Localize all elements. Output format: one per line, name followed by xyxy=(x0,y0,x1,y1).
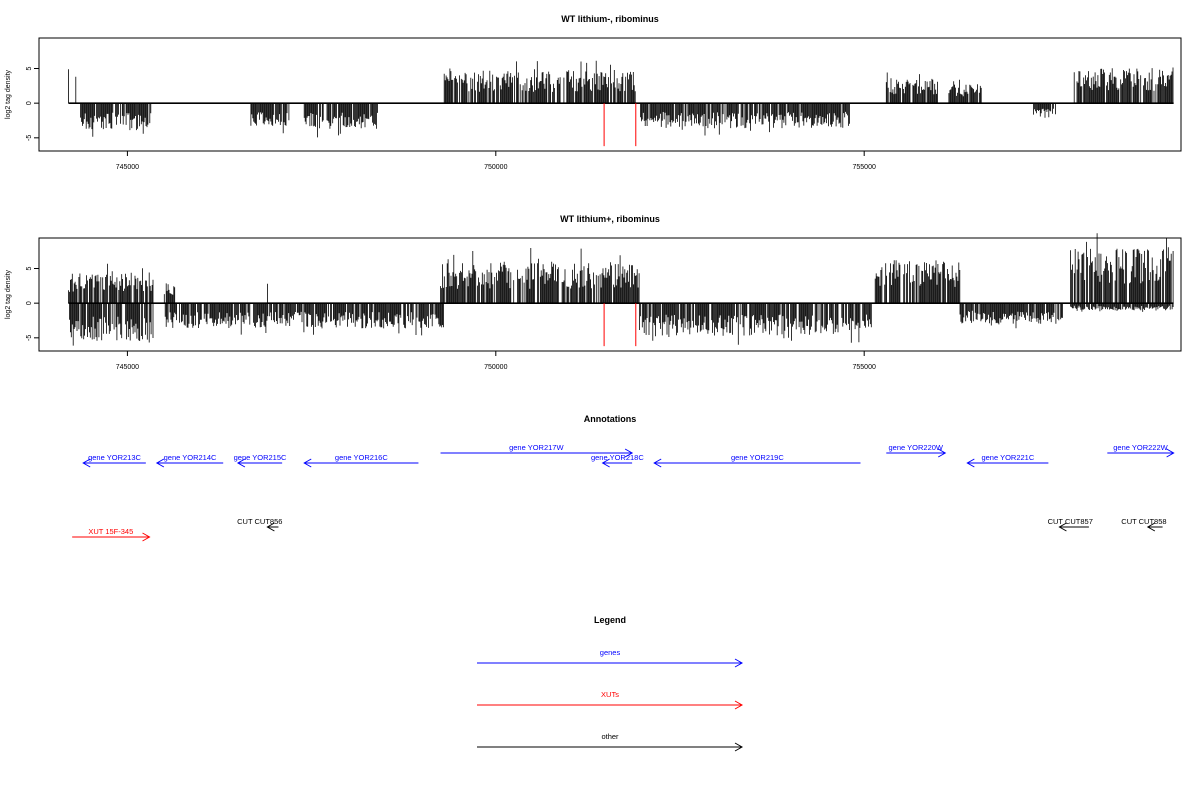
legend-item: XUTs xyxy=(477,690,744,710)
y-axis-label: log2 tag density xyxy=(5,269,12,319)
annotation-arrow xyxy=(653,458,861,468)
annotation-label: gene YOR215C xyxy=(234,453,287,462)
annotation-feature: CUT CUT858 xyxy=(1121,517,1167,532)
annotation-feature: XUT 15F-345 xyxy=(72,527,151,542)
annotation-feature: gene YOR222W xyxy=(1107,443,1175,458)
legend-label: other xyxy=(601,732,619,741)
legend-item: other xyxy=(477,732,744,752)
annotation-feature: gene YOR213C xyxy=(82,453,146,468)
arrow-head xyxy=(937,448,947,458)
x-tick-label: 750000 xyxy=(484,164,507,171)
annotation-label: gene YOR217W xyxy=(509,443,564,452)
density-bar xyxy=(68,60,1174,138)
y-tick-label: -5 xyxy=(26,335,33,341)
plot-frame xyxy=(38,237,1182,352)
x-tick-label: 755000 xyxy=(853,164,876,171)
annotation-arrow xyxy=(966,458,1049,468)
annotation-feature: gene YOR220W xyxy=(886,443,947,458)
annotation-arrow xyxy=(72,532,151,542)
y-tick-label: 0 xyxy=(26,301,33,305)
annotation-arrow xyxy=(1146,522,1163,532)
annotation-arrow xyxy=(82,458,146,468)
chart-title: WT lithium+, ribominus xyxy=(560,214,660,224)
annotation-feature: gene YOR216C xyxy=(303,453,419,468)
annotation-label: gene YOR220W xyxy=(889,443,944,452)
arrow-head xyxy=(236,458,246,468)
annotations-title: Annotations xyxy=(584,414,637,424)
arrow-head xyxy=(734,658,744,668)
annotation-arrow xyxy=(266,522,279,532)
annotations-panel: Annotations gene YOR213C gene YOR214C gene… xyxy=(72,414,1175,542)
annotation-arrow xyxy=(303,458,419,468)
y-axis-label: log2 tag density xyxy=(5,69,12,119)
annotation-feature: gene YOR219C xyxy=(653,453,861,468)
legend-label: genes xyxy=(600,648,621,657)
annotation-arrow xyxy=(886,448,947,458)
annotation-label: gene YOR222W xyxy=(1113,443,1168,452)
arrow-head xyxy=(966,458,975,468)
legend-panel: Legend genes XUTs other xyxy=(477,615,744,752)
annotation-feature: CUT CUT856 xyxy=(237,517,282,532)
annotation-label: gene YOR216C xyxy=(335,453,388,462)
plot-frame xyxy=(38,37,1182,152)
annotation-label: gene YOR219C xyxy=(731,453,784,462)
x-tick-label: 745000 xyxy=(116,164,139,171)
x-tick-label: 755000 xyxy=(853,364,876,371)
annotation-feature: gene YOR215C xyxy=(234,453,287,468)
annotation-label: CUT CUT858 xyxy=(1121,517,1166,526)
arrow-head xyxy=(734,742,744,752)
annotation-label: gene YOR218C xyxy=(591,453,644,462)
arrow-head xyxy=(1146,522,1156,532)
x-tick-label: 745000 xyxy=(116,364,139,371)
x-tick-label: 750000 xyxy=(484,364,507,371)
annotation-label: CUT CUT857 xyxy=(1048,517,1093,526)
legend-arrow xyxy=(477,658,744,668)
arrow-head xyxy=(1058,522,1067,532)
annotation-label: gene YOR214C xyxy=(164,453,217,462)
chart-title: WT lithium-, ribominus xyxy=(561,14,659,24)
legend-label: XUTs xyxy=(601,690,619,699)
annotation-arrow xyxy=(440,448,634,458)
annotation-label: CUT CUT856 xyxy=(237,517,282,526)
y-tick-label: 5 xyxy=(26,66,33,70)
legend-arrow xyxy=(477,742,744,752)
annotation-arrow xyxy=(1058,522,1089,532)
y-tick-label: 0 xyxy=(26,101,33,105)
annotation-arrow xyxy=(1107,448,1175,458)
arrow-head xyxy=(601,458,610,468)
legend-item: genes xyxy=(477,648,744,668)
annotation-arrow xyxy=(236,458,283,468)
annotation-feature: CUT CUT857 xyxy=(1048,517,1093,532)
arrow-head xyxy=(266,522,275,532)
arrow-head xyxy=(1166,448,1175,458)
annotation-label: gene YOR221C xyxy=(981,453,1034,462)
density-bars xyxy=(68,233,1174,346)
annotation-arrow xyxy=(155,458,224,468)
annotation-label: gene YOR213C xyxy=(88,453,141,462)
annotation-feature: gene YOR217W xyxy=(440,443,634,458)
y-tick-label: 5 xyxy=(26,266,33,270)
arrow-head xyxy=(653,458,662,468)
arrow-head xyxy=(82,458,91,468)
annotation-feature: gene YOR214C xyxy=(155,453,224,468)
y-tick-label: -5 xyxy=(26,135,33,141)
density-bars xyxy=(68,60,1174,138)
annotation-arrow xyxy=(601,458,633,468)
annotation-feature: gene YOR221C xyxy=(966,453,1049,468)
legend-title: Legend xyxy=(594,615,626,625)
annotation-feature: gene YOR218C xyxy=(591,453,644,468)
legend-arrow xyxy=(477,700,744,710)
arrow-head xyxy=(734,700,744,710)
track-panel-lithium-minus: WT lithium-, ribominus log2 tag density -5… xyxy=(5,14,1182,171)
arrow-head xyxy=(303,458,312,468)
arrow-head xyxy=(624,448,634,458)
arrow-head xyxy=(142,532,151,542)
arrow-head xyxy=(155,458,165,468)
annotation-label: XUT 15F-345 xyxy=(88,527,133,536)
density-bar xyxy=(68,233,1174,346)
track-panel-lithium-plus: WT lithium+, ribominus log2 tag density -5… xyxy=(5,214,1182,371)
